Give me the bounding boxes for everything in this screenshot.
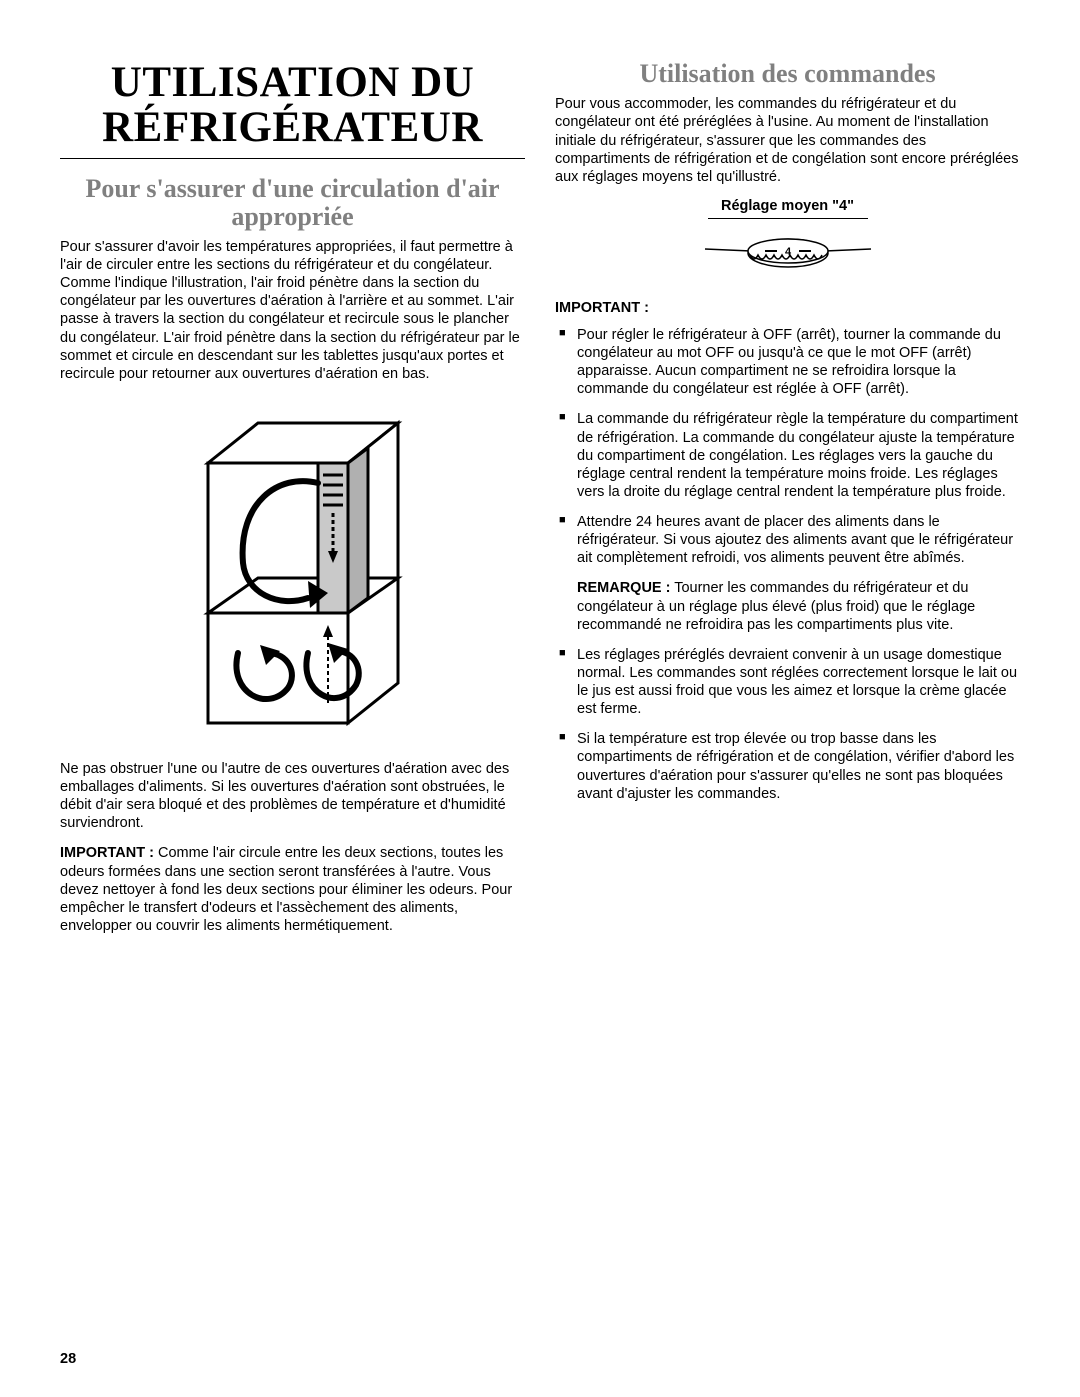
manual-page: UTILISATION DU RÉFRIGÉRATEUR Pour s'assu…: [0, 0, 1080, 977]
remark-label: REMARQUE :: [577, 580, 670, 596]
airflow-diagram-icon: [168, 403, 418, 733]
dial-value: 4: [784, 246, 791, 258]
dial-figure: 4: [555, 229, 1020, 282]
main-title-line2: RÉFRIGÉRATEUR: [102, 104, 483, 151]
left-important: IMPORTANT : Comme l'air circule entre le…: [60, 844, 525, 935]
bullet-list-a: Pour régler le réfrigérateur à OFF (arrê…: [555, 326, 1020, 568]
right-column: Utilisation des commandes Pour vous acco…: [555, 60, 1020, 947]
main-title-line1: UTILISATION DU: [111, 59, 474, 106]
left-para1: Pour s'assurer d'avoir les températures …: [60, 238, 525, 383]
bullet-item: Si la température est trop élevée ou tro…: [555, 730, 1020, 803]
right-para1: Pour vous accommoder, les commandes du r…: [555, 95, 1020, 186]
dial-heading: Réglage moyen "4": [555, 198, 1020, 214]
page-number: 28: [60, 1351, 76, 1367]
left-para2: Ne pas obstruer l'une ou l'autre de ces …: [60, 760, 525, 833]
right-important-label: IMPORTANT :: [555, 300, 1020, 316]
important-label: IMPORTANT :: [60, 845, 154, 861]
airflow-figure: [60, 403, 525, 738]
main-title: UTILISATION DU RÉFRIGÉRATEUR: [60, 60, 525, 150]
title-rule: [60, 158, 525, 159]
dial-icon: 4: [703, 229, 873, 277]
dial-rule: [708, 218, 868, 219]
left-column: UTILISATION DU RÉFRIGÉRATEUR Pour s'assu…: [60, 60, 525, 947]
bullet-item: Les réglages préréglés devraient conveni…: [555, 646, 1020, 719]
bullet-item: La commande du réfrigérateur règle la te…: [555, 410, 1020, 501]
bullet-item: Attendre 24 heures avant de placer des a…: [555, 513, 1020, 567]
remark: REMARQUE : Tourner les commandes du réfr…: [555, 579, 1020, 633]
bullet-list-b: Les réglages préréglés devraient conveni…: [555, 646, 1020, 803]
right-sub-heading: Utilisation des commandes: [555, 60, 1020, 87]
left-sub-heading: Pour s'assurer d'une circulation d'air a…: [60, 175, 525, 230]
bullet-item: Pour régler le réfrigérateur à OFF (arrê…: [555, 326, 1020, 399]
